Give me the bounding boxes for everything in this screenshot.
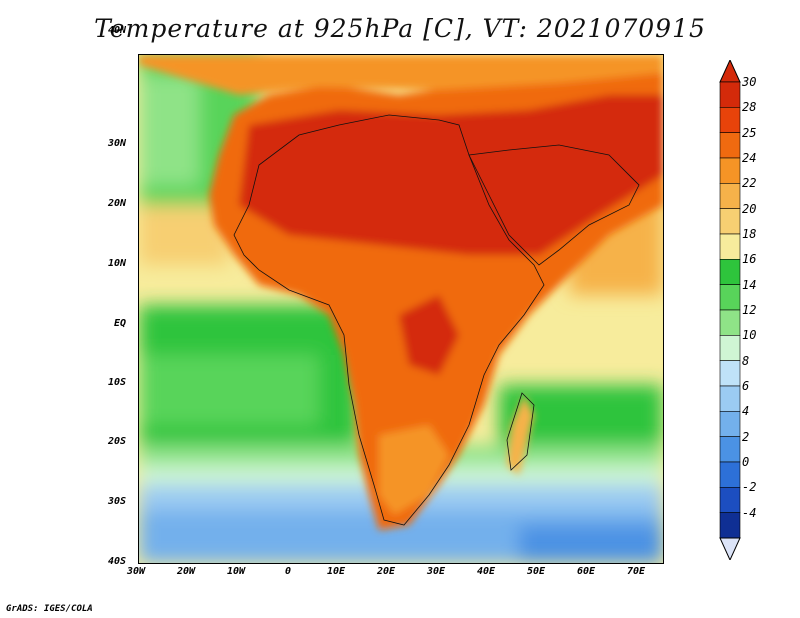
temperature-map: [138, 54, 664, 564]
lon-label: 0: [285, 566, 292, 577]
colorbar-swatch: [719, 461, 741, 488]
lon-label: 10W: [227, 566, 246, 577]
lon-label: 40E: [477, 566, 496, 577]
colorbar-swatch: [719, 107, 741, 133]
lon-label: 20W: [177, 566, 196, 577]
colorbar-swatch: [719, 309, 741, 336]
lat-label: 30S: [108, 496, 127, 507]
lat-label: 40N: [108, 25, 127, 36]
colorbar-label: 10: [742, 328, 757, 343]
colorbar-swatch: [719, 157, 741, 184]
colorbar-swatch: [719, 487, 741, 513]
colorbar-swatch: [719, 436, 741, 463]
colorbar-swatch: [719, 233, 741, 260]
colorbar-swatch: [719, 360, 741, 387]
lat-label: 30N: [108, 138, 127, 149]
colorbar: [719, 60, 741, 560]
colorbar-label: 28: [742, 100, 757, 115]
lat-label: EQ: [114, 318, 127, 329]
map-canvas: [139, 55, 663, 563]
colorbar-bottom-arrow: [719, 537, 741, 560]
colorbar-swatch: [719, 335, 741, 361]
lat-label: 20S: [108, 436, 127, 447]
colorbar-label: 18: [742, 227, 757, 241]
colorbar-label: 0: [742, 455, 750, 469]
colorbar-label: 22: [742, 176, 757, 191]
colorbar-swatch: [719, 259, 741, 285]
lon-label: 20E: [377, 566, 396, 577]
colorbar-swatch: [719, 81, 741, 108]
colorbar-top-arrow: [719, 60, 741, 83]
lat-label: 10S: [108, 377, 127, 388]
colorbar-label: 16: [742, 252, 757, 267]
lat-label: 20N: [108, 198, 127, 209]
map-title: Temperature at 925hPa [C], VT: 202107091…: [94, 14, 706, 43]
colorbar-swatch: [719, 183, 741, 209]
colorbar-swatch: [719, 385, 741, 412]
credit-text: GrADS: IGES/COLA: [6, 604, 93, 614]
colorbar-label: 20: [742, 201, 757, 216]
colorbar-label: 25: [742, 125, 757, 140]
colorbar-label: 12: [742, 303, 757, 317]
colorbar-label: -2: [742, 480, 757, 495]
colorbar-swatch: [719, 512, 741, 539]
lon-label: 10E: [327, 566, 346, 577]
colorbar-label: 4: [742, 404, 750, 419]
lat-label: 40S: [108, 556, 127, 567]
lon-label: 70E: [627, 566, 646, 577]
lon-label: 60E: [577, 566, 596, 577]
colorbar-label: 6: [742, 379, 750, 393]
colorbar-label: 2: [742, 429, 750, 444]
colorbar-label: -4: [742, 505, 757, 520]
colorbar-label: 14: [742, 277, 757, 292]
lat-label: 10N: [108, 258, 127, 269]
colorbar-label: 30: [742, 75, 757, 89]
colorbar-swatch: [719, 208, 741, 235]
colorbar-label: 24: [742, 151, 757, 165]
lon-label: 50E: [527, 566, 546, 577]
colorbar-label: 8: [742, 353, 750, 368]
colorbar-swatch: [719, 284, 741, 311]
colorbar-swatch: [719, 132, 741, 159]
lon-label: 30E: [427, 566, 446, 577]
lon-label: 30W: [127, 566, 146, 577]
colorbar-swatch: [719, 411, 741, 437]
